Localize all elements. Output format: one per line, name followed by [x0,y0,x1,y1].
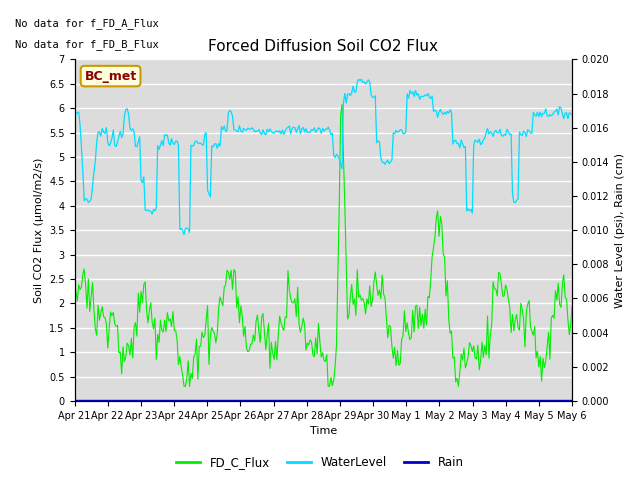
Y-axis label: Water Level (psi), Rain (cm): Water Level (psi), Rain (cm) [615,153,625,308]
X-axis label: Time: Time [310,426,337,436]
Legend: FD_C_Flux, WaterLevel, Rain: FD_C_Flux, WaterLevel, Rain [172,452,468,474]
Text: No data for f_FD_A_Flux: No data for f_FD_A_Flux [15,18,159,29]
Text: BC_met: BC_met [84,70,137,83]
Y-axis label: Soil CO2 Flux (μmol/m2/s): Soil CO2 Flux (μmol/m2/s) [34,157,44,303]
Text: No data for f_FD_B_Flux: No data for f_FD_B_Flux [15,39,159,50]
Title: Forced Diffusion Soil CO2 Flux: Forced Diffusion Soil CO2 Flux [208,39,438,54]
